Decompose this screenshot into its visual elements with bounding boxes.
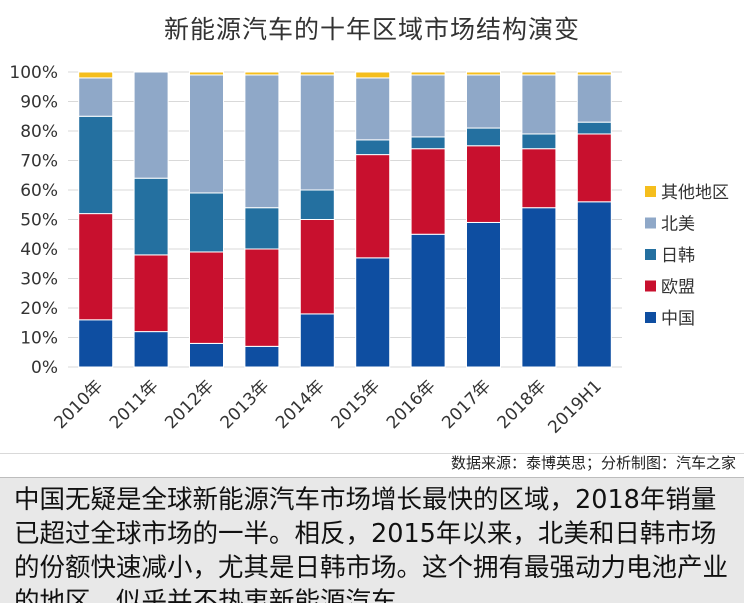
caption-box: 中国无疑是全球新能源汽车市场增长最快的区域，2018年销量已超过全球市场的一半。… [0, 477, 744, 603]
x-tick-label: 2019H1 [544, 376, 605, 437]
bar-segment [521, 133, 557, 150]
bar-segment [410, 148, 446, 235]
bar-segment [576, 201, 612, 368]
legend-swatch [645, 186, 656, 197]
bar-segment [78, 77, 114, 117]
bar-segment [244, 71, 280, 76]
bar-segment [355, 139, 391, 156]
legend-swatch [645, 312, 656, 323]
bar-segment [133, 71, 169, 179]
legend-swatch [645, 249, 656, 260]
y-tick-label: 100% [9, 63, 58, 83]
y-tick-label: 80% [20, 122, 58, 142]
legend-label: 日韩 [661, 246, 695, 266]
bar-segment [299, 219, 335, 315]
bar-segment [410, 233, 446, 368]
bar-segment [133, 177, 169, 256]
bar-segment [299, 74, 335, 191]
bar-segment [189, 251, 224, 344]
stacked-bar-chart: 0%10%20%30%40%50%60%70%80%90%100%2010年20… [9, 63, 729, 438]
y-tick-label: 30% [20, 270, 58, 290]
bar-segment [410, 136, 446, 150]
bar-segment [521, 148, 557, 209]
bar-segment [133, 331, 169, 368]
bar-segment [576, 121, 612, 135]
bar-segment [299, 189, 335, 220]
bar-segment [189, 192, 224, 253]
bar-segment [244, 345, 280, 368]
bar-segment [78, 319, 114, 368]
bar-segment [78, 71, 114, 79]
caption-text: 中国无疑是全球新能源汽车市场增长最快的区域，2018年销量已超过全球市场的一半。… [14, 485, 729, 603]
legend-swatch [645, 217, 656, 229]
bar-segment [78, 115, 114, 215]
y-tick-label: 90% [20, 93, 58, 113]
bar-segment [466, 71, 501, 76]
x-tick-label: 2014年 [272, 376, 329, 433]
x-tick-label: 2016年 [383, 376, 440, 433]
bar-segment [355, 71, 391, 79]
legend-label: 北美 [661, 215, 695, 235]
source-note: 数据来源：泰博英思；分析制图：汽车之家 [450, 454, 736, 472]
bar-segment [189, 342, 224, 368]
legend-swatch [645, 280, 656, 292]
bar-segment [466, 145, 501, 223]
y-tick-label: 70% [20, 152, 58, 172]
bar-segment [410, 74, 446, 138]
bar-segment [521, 71, 557, 76]
bar-segment [244, 207, 280, 250]
x-tick-label: 2013年 [217, 376, 274, 433]
x-tick-label: 2018年 [494, 376, 551, 433]
chart-title: 新能源汽车的十年区域市场结构演变 [163, 15, 580, 44]
bar-segment [576, 71, 612, 76]
bar-segment [521, 207, 557, 368]
bar-segment [189, 71, 224, 76]
bar-segment [244, 74, 280, 209]
y-tick-label: 10% [20, 329, 58, 349]
y-tick-label: 50% [20, 211, 58, 231]
bar-segment [410, 71, 446, 76]
bar-segment [355, 77, 391, 141]
bar-segment [466, 221, 501, 368]
bar-segment [299, 71, 335, 76]
bar-segment [299, 313, 335, 368]
legend-label: 中国 [661, 309, 695, 329]
bar-segment [466, 74, 501, 129]
bar-segment [466, 127, 501, 147]
y-tick-label: 20% [20, 299, 58, 319]
bar-segment [355, 154, 391, 259]
legend-label: 其他地区 [661, 183, 729, 203]
y-tick-label: 40% [20, 240, 58, 260]
x-tick-label: 2012年 [161, 376, 218, 433]
bar-segment [133, 254, 169, 333]
y-tick-label: 60% [20, 181, 58, 201]
bar-segment [576, 133, 612, 203]
bar-segment [78, 213, 114, 321]
bar-segment [521, 74, 557, 135]
bar-segment [189, 74, 224, 194]
bar-segment [355, 257, 391, 368]
x-tick-label: 2010年 [50, 376, 107, 433]
bar-segment [244, 248, 280, 347]
x-tick-label: 2015年 [327, 376, 384, 433]
chart-panel: 新能源汽车的十年区域市场结构演变 0% 10% 20% 30% 40% 50% 60% 70%… [0, 15, 744, 454]
legend-label: 欧盟 [661, 278, 695, 298]
x-tick-label: 2017年 [438, 376, 495, 433]
x-tick-label: 2011年 [106, 376, 163, 433]
bar-segment [576, 74, 612, 123]
y-tick-label: 0% [31, 358, 58, 378]
